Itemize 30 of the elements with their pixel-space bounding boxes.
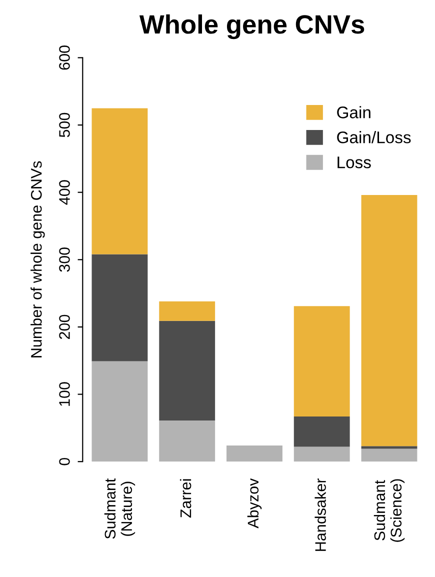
bar xyxy=(361,446,418,449)
chart-title: Whole gene CNVs xyxy=(139,14,364,40)
x-tick-label: Abyzov xyxy=(247,478,262,528)
bar xyxy=(159,420,216,462)
x-tick-label: Zarrei xyxy=(180,479,192,518)
y-tick-label: 400 xyxy=(59,180,70,205)
legend-label: Gain/Loss xyxy=(337,131,411,144)
y-tick-label: 500 xyxy=(59,112,70,138)
bar xyxy=(159,301,216,321)
y-tick-label: 600 xyxy=(59,46,70,70)
bar xyxy=(92,361,148,462)
bar xyxy=(92,108,148,254)
bar xyxy=(294,446,350,462)
bar xyxy=(226,445,282,462)
bar xyxy=(159,320,216,421)
y-tick-label: 0 xyxy=(59,458,70,466)
bar xyxy=(294,416,350,447)
x-tick-label: Handsaker xyxy=(314,478,326,551)
bar xyxy=(92,254,148,362)
y-axis-title: Number of whole gene CNVs xyxy=(30,161,45,358)
y-tick-label: 200 xyxy=(59,314,70,339)
bar xyxy=(361,195,418,446)
x-tick-label: Sudmant (Science) xyxy=(374,479,405,542)
bar xyxy=(361,448,418,462)
y-tick-label: 100 xyxy=(59,382,70,406)
y-tick-label: 300 xyxy=(59,248,70,272)
legend-label: Loss xyxy=(338,156,371,168)
x-tick-label: Sudmant (Nature) xyxy=(104,478,136,539)
legend-label: Gain xyxy=(337,106,370,118)
bar xyxy=(294,306,350,416)
